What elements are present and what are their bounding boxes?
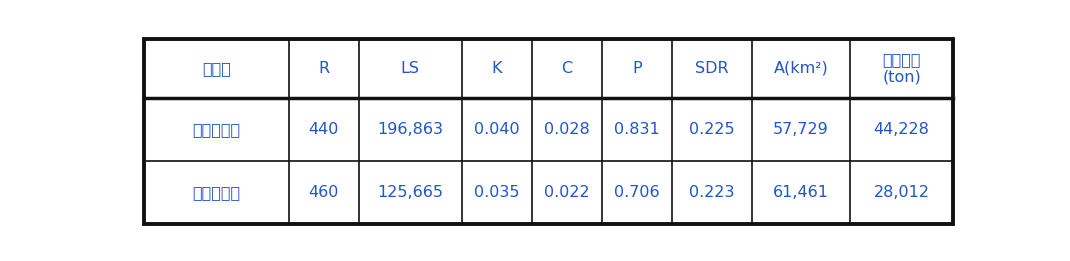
Text: 440: 440 bbox=[308, 122, 339, 137]
Text: R: R bbox=[318, 61, 330, 76]
Text: 0.831: 0.831 bbox=[614, 122, 660, 137]
Text: P: P bbox=[632, 61, 642, 76]
Text: 57,729: 57,729 bbox=[774, 122, 829, 137]
Text: 총유사량
(ton): 총유사량 (ton) bbox=[882, 52, 921, 85]
Text: K: K bbox=[491, 61, 502, 76]
Text: 125,665: 125,665 bbox=[378, 185, 443, 200]
Text: 61,461: 61,461 bbox=[773, 185, 829, 200]
Text: 28,012: 28,012 bbox=[873, 185, 930, 200]
Text: 팔미천유역: 팔미천유역 bbox=[193, 122, 241, 137]
Text: LS: LS bbox=[401, 61, 419, 76]
Text: 0.028: 0.028 bbox=[545, 122, 590, 137]
Text: A(km²): A(km²) bbox=[774, 61, 828, 76]
Text: 대전천유역: 대전천유역 bbox=[193, 185, 241, 200]
Text: 0.040: 0.040 bbox=[474, 122, 520, 137]
Text: C: C bbox=[562, 61, 572, 76]
Text: 0.225: 0.225 bbox=[689, 122, 735, 137]
Text: 0.706: 0.706 bbox=[614, 185, 660, 200]
Text: 유역명: 유역명 bbox=[202, 61, 231, 76]
Text: 0.035: 0.035 bbox=[474, 185, 520, 200]
Text: 196,863: 196,863 bbox=[378, 122, 443, 137]
Text: 44,228: 44,228 bbox=[873, 122, 930, 137]
Text: SDR: SDR bbox=[696, 61, 729, 76]
Text: 0.223: 0.223 bbox=[689, 185, 735, 200]
Text: 0.022: 0.022 bbox=[545, 185, 590, 200]
Text: 460: 460 bbox=[308, 185, 339, 200]
